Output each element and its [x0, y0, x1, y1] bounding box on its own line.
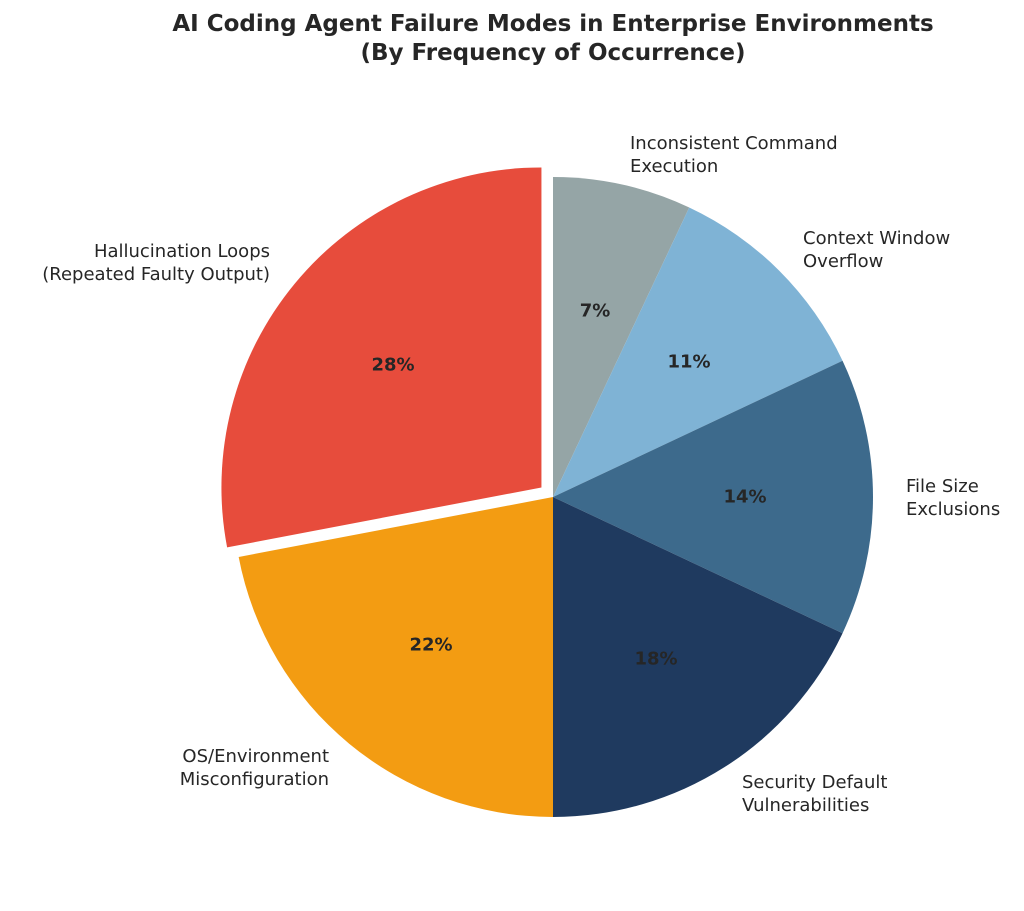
pct-label-os-environment: 22% [409, 634, 453, 656]
slice-label-inconsistent-command: Inconsistent Command Execution [630, 133, 838, 177]
pct-label-security-default: 18% [634, 648, 678, 670]
pie-slice-os-environment-misconfiguration [238, 497, 553, 817]
slice-label-hallucination-loops: Hallucination Loops (Repeated Faulty Out… [42, 241, 270, 285]
pie-slice-hallucination-loops-repeated-faulty-output [221, 167, 542, 548]
pie-slice-context-window-overflow [553, 207, 843, 498]
slice-label-os-environment: OS/Environment Misconfiguration [179, 746, 329, 790]
slice-label-context-window: Context Window Overflow [803, 228, 951, 272]
pct-label-file-size: 14% [723, 486, 767, 508]
chart-title-main: AI Coding Agent Failure Modes in Enterpr… [172, 11, 934, 37]
pie-slice-file-size-exclusions [553, 360, 873, 634]
slice-label-file-size: File Size Exclusions [906, 476, 1001, 520]
pct-label-context-window: 11% [667, 351, 711, 373]
slice-label-security-default: Security Default Vulnerabilities [742, 772, 888, 816]
pie-slice-inconsistent-command-execution [553, 177, 690, 497]
pct-label-hallucination-loops: 28% [371, 354, 415, 376]
pct-label-inconsistent-command: 7% [579, 300, 611, 322]
pie-slice-security-default-vulnerabilities [553, 497, 843, 817]
chart-subtitle: (By Frequency of Occurrence) [360, 40, 746, 66]
chart-title: AI Coding Agent Failure Modes in Enterpr… [0, 10, 1024, 68]
